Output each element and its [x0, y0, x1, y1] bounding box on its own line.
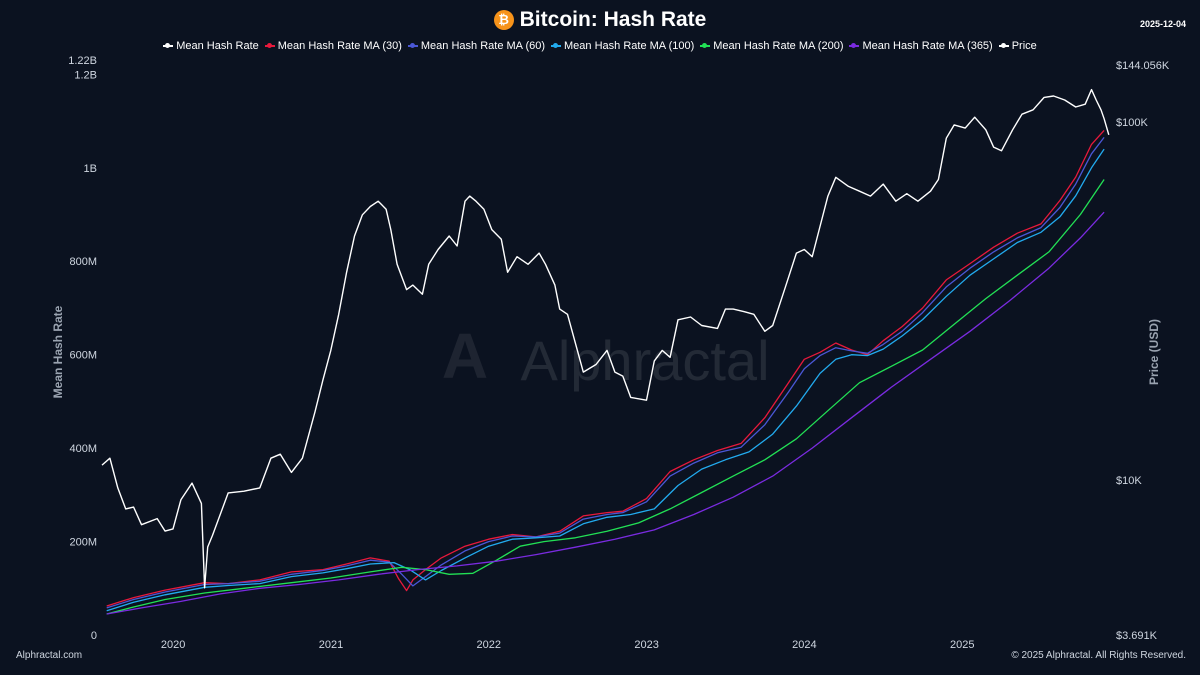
y-axis-label: Mean Hash Rate: [51, 305, 65, 398]
series-line: [106, 137, 1105, 609]
y2-tick-label: $144.056K: [1116, 60, 1170, 72]
legend-item[interactable]: Mean Hash Rate MA (200): [700, 40, 843, 52]
legend-marker-icon: [849, 43, 860, 49]
y-tick-label: 200M: [69, 537, 97, 549]
series-line: [106, 211, 1105, 615]
legend-marker-icon: [407, 43, 418, 49]
y-tick-label: 1.2B: [74, 69, 97, 81]
legend-marker-icon: [700, 43, 711, 49]
legend-item[interactable]: Mean Hash Rate: [163, 40, 259, 52]
legend-marker-icon: [998, 43, 1009, 49]
footer-site[interactable]: Alphractal.com: [16, 650, 83, 661]
y2-tick-label: $10K: [1116, 475, 1142, 487]
legend-label: Price: [1011, 40, 1037, 52]
y-tick-label: 800M: [69, 256, 97, 268]
y2-tick-label: $3.691K: [1116, 630, 1158, 642]
legend-item[interactable]: Mean Hash Rate MA (365): [849, 40, 993, 52]
y2-tick-label: $100K: [1116, 117, 1148, 129]
y2-axis-label: Price (USD): [1147, 319, 1161, 385]
series-line: [106, 129, 1105, 607]
legend-marker-icon: [163, 43, 174, 49]
report-date: 2025-12-04: [1139, 19, 1186, 29]
x-tick-label: 2025: [950, 639, 974, 651]
series-line: [106, 179, 1105, 615]
x-tick-label: 2020: [161, 639, 185, 651]
legend-item[interactable]: Mean Hash Rate MA (60): [407, 40, 546, 52]
legend-label: Mean Hash Rate MA (365): [862, 40, 993, 52]
chart-title: Bitcoin: Hash Rate: [519, 8, 707, 31]
legend-marker-icon: [264, 43, 275, 49]
legend-label: Mean Hash Rate MA (30): [277, 40, 402, 52]
series-line: [106, 148, 1105, 612]
x-tick-label: 2024: [792, 639, 816, 651]
legend-item[interactable]: Price: [998, 40, 1037, 52]
y-tick-label: 1B: [84, 163, 97, 175]
legend-label: Mean Hash Rate MA (60): [420, 40, 546, 52]
series-group: [101, 88, 1110, 615]
y-tick-label: 400M: [69, 443, 97, 455]
watermark-logo: A: [442, 320, 488, 392]
x-tick-label: 2021: [319, 639, 343, 651]
legend-label: Mean Hash Rate MA (200): [713, 40, 844, 52]
bitcoin-icon: ₿: [493, 10, 514, 30]
legend-marker-icon: [551, 43, 562, 49]
axes-group: 0 200M 400M 600M 800M 1B 1.2B 1.22B $3.691K $10K $…: [68, 55, 1170, 651]
legend-item[interactable]: Mean Hash Rate MA (100): [551, 40, 694, 52]
x-tick-label: 2023: [634, 639, 658, 651]
series-line: [101, 88, 1110, 589]
legend-label: Mean Hash Rate MA (100): [564, 40, 695, 52]
y-tick-label: 0: [91, 630, 97, 642]
y-tick-label: 600M: [69, 350, 97, 362]
legend-label: Mean Hash Rate: [176, 40, 259, 52]
footer-copyright: © 2025 Alphractal. All Rights Reserved.: [1011, 650, 1186, 661]
chart-legend[interactable]: Mean Hash Rate Mean Hash Rate MA (30) Mean…: [0, 40, 1200, 52]
watermark-text: Alphractal: [520, 329, 769, 392]
legend-item[interactable]: Mean Hash Rate MA (30): [264, 40, 402, 52]
chart-title-wrap: ₿ Bitcoin: Hash Rate: [0, 8, 1200, 32]
y-tick-label: 1.22B: [68, 55, 97, 67]
x-tick-label: 2022: [477, 639, 501, 651]
